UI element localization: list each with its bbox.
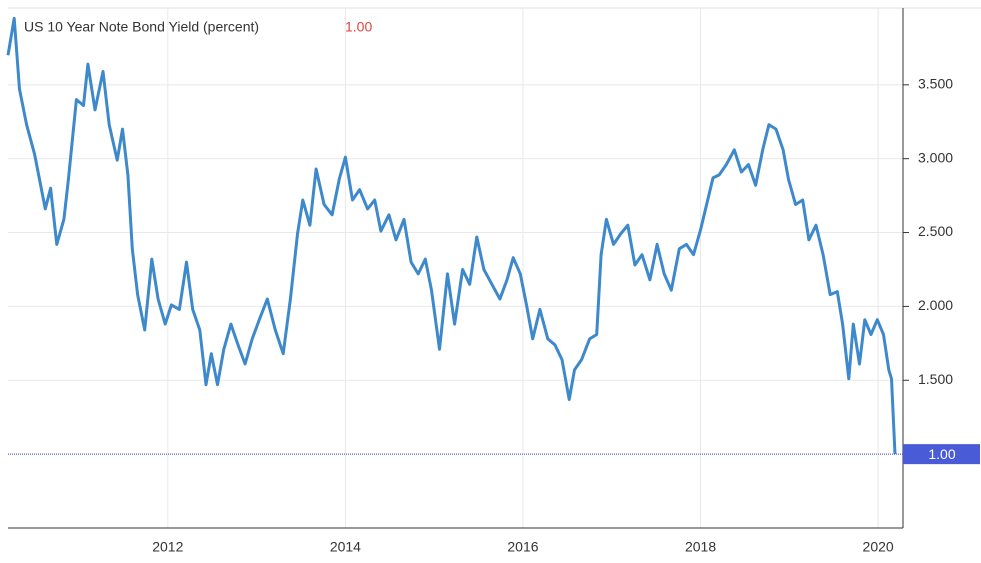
title-last-value: 1.00 [345,19,372,35]
x-tick-label: 2018 [685,539,716,555]
plot [6,16,903,455]
x-tick-label: 2014 [330,539,361,555]
line-series [6,16,897,455]
y-tick-label: 3.500 [918,76,953,92]
y-tick-label: 2.000 [918,297,953,313]
y-tick-label: 2.500 [918,223,953,239]
last-value-label: 1.00 [928,446,955,462]
grid [8,8,903,528]
last-value-box [903,444,980,465]
chart-title: US 10 Year Note Bond Yield (percent) [24,19,259,35]
x-tick-label: 2012 [152,539,183,555]
x-tick-label: 2016 [507,539,538,555]
x-tick-label: 2020 [863,539,894,555]
y-tick-label: 3.000 [918,149,953,165]
y-tick-label: 1.500 [918,371,953,387]
